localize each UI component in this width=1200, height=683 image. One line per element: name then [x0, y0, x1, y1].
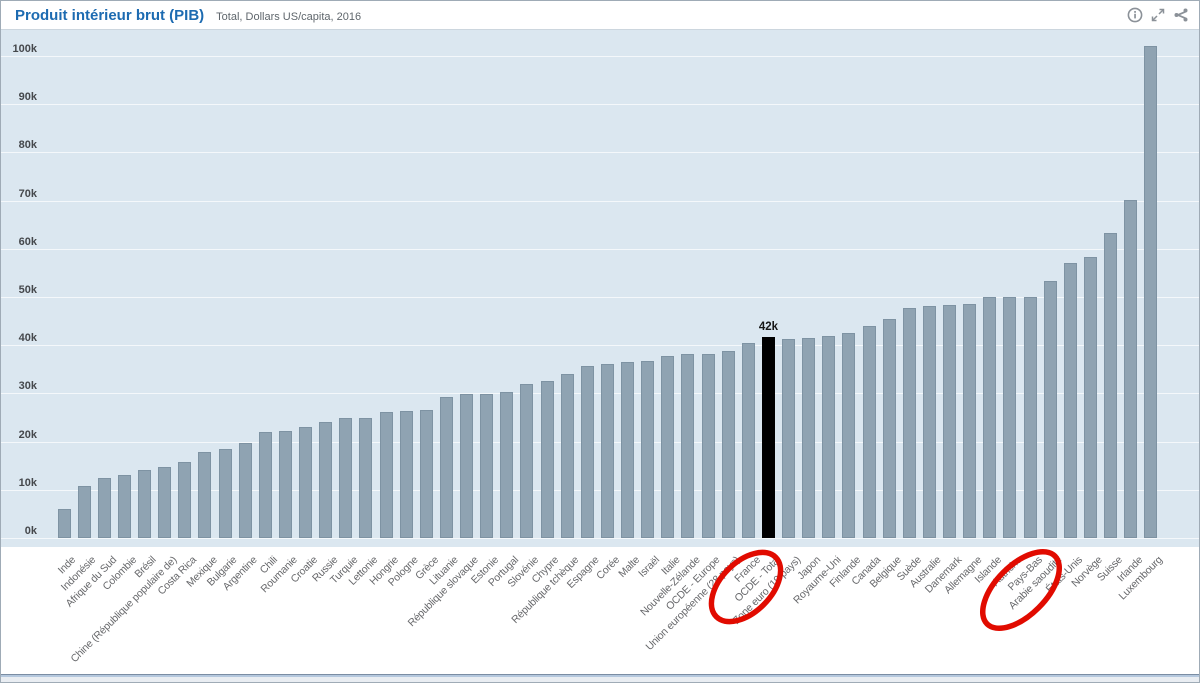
- bar[interactable]: [399, 410, 413, 538]
- y-axis-tick-label: 10k: [18, 476, 37, 489]
- bar[interactable]: [1104, 233, 1118, 538]
- bar[interactable]: [158, 467, 172, 538]
- bar[interactable]: [842, 332, 856, 538]
- bar[interactable]: [701, 353, 715, 538]
- bar[interactable]: [882, 319, 896, 538]
- bar[interactable]: [721, 350, 735, 538]
- info-icon[interactable]: [1127, 7, 1143, 23]
- bar[interactable]: [178, 461, 192, 538]
- bar[interactable]: [540, 380, 554, 538]
- y-axis-tick-label: 100k: [12, 43, 37, 55]
- gridline: [1, 56, 1199, 57]
- bar-highlighted[interactable]: [761, 337, 775, 538]
- x-axis-label: Israël: [636, 554, 663, 580]
- chart-subtitle: Total, Dollars US/capita, 2016: [216, 11, 362, 23]
- bar[interactable]: [802, 337, 816, 538]
- bar[interactable]: [580, 365, 594, 538]
- gridline: [1, 441, 1199, 443]
- y-axis-tick-label: 50k: [18, 284, 37, 296]
- bar[interactable]: [782, 338, 796, 538]
- bar[interactable]: [138, 469, 151, 538]
- bar[interactable]: [218, 449, 232, 538]
- x-axis-label: Malte: [616, 554, 643, 580]
- bar[interactable]: [922, 306, 936, 538]
- bar[interactable]: [1003, 297, 1017, 538]
- bar[interactable]: [862, 325, 876, 538]
- bar[interactable]: [278, 430, 292, 538]
- gridline: [1, 297, 1199, 298]
- bar[interactable]: [379, 412, 393, 538]
- y-axis-tick-label: 90k: [18, 91, 37, 104]
- bar[interactable]: [117, 474, 131, 538]
- window-bottom-border-light: [1, 675, 1199, 677]
- gridline: [1, 152, 1199, 154]
- y-axis-tick-label: 20k: [18, 428, 37, 441]
- value-label: 42k: [758, 321, 778, 334]
- bar[interactable]: [560, 374, 574, 538]
- bar[interactable]: [661, 355, 675, 538]
- window-bottom-strip: [1, 677, 1199, 682]
- gridline: [1, 489, 1199, 491]
- chart-title: Produit intérieur brut (PIB): [15, 7, 205, 24]
- bar[interactable]: [319, 422, 333, 538]
- bar[interactable]: [77, 485, 91, 538]
- bar[interactable]: [1023, 296, 1037, 538]
- y-axis-tick-label: 0k: [24, 525, 37, 537]
- bar[interactable]: [57, 508, 71, 538]
- gridline: [1, 345, 1199, 347]
- bar[interactable]: [520, 384, 534, 538]
- y-axis-tick-label: 70k: [18, 187, 37, 200]
- gridline: [1, 393, 1199, 395]
- bar[interactable]: [258, 431, 272, 538]
- bar[interactable]: [299, 427, 312, 538]
- bar[interactable]: [359, 417, 373, 538]
- bar[interactable]: [339, 418, 353, 538]
- bar[interactable]: [621, 362, 635, 538]
- y-axis-tick-label: 60k: [18, 235, 37, 248]
- bar[interactable]: [641, 360, 655, 538]
- fullscreen-icon[interactable]: [1150, 7, 1166, 23]
- bar[interactable]: [1144, 46, 1158, 538]
- bar[interactable]: [983, 297, 997, 538]
- y-axis-tick-label: 40k: [18, 332, 37, 345]
- bar[interactable]: [681, 353, 695, 538]
- gridline: [1, 538, 1199, 539]
- bar[interactable]: [741, 342, 755, 538]
- bar[interactable]: [500, 391, 514, 538]
- bar[interactable]: [439, 397, 453, 538]
- bar[interactable]: [238, 443, 252, 538]
- bar[interactable]: [480, 394, 494, 538]
- bar[interactable]: [419, 409, 433, 538]
- bar[interactable]: [600, 364, 614, 538]
- bar[interactable]: [97, 477, 111, 538]
- bar[interactable]: [198, 452, 212, 538]
- gridline: [1, 200, 1199, 202]
- bar[interactable]: [1063, 263, 1077, 538]
- gridline: [1, 248, 1199, 250]
- gridline: [1, 104, 1199, 106]
- share-icon[interactable]: [1173, 7, 1189, 23]
- y-axis-tick-label: 80k: [18, 139, 37, 152]
- bar[interactable]: [822, 336, 836, 538]
- bar[interactable]: [902, 307, 916, 538]
- bar[interactable]: [1043, 280, 1057, 538]
- bar[interactable]: [1083, 256, 1097, 538]
- bar[interactable]: [943, 305, 957, 538]
- window-bottom-border: [1, 674, 1199, 675]
- bar[interactable]: [460, 393, 474, 538]
- bar[interactable]: [963, 304, 977, 538]
- chart-header: Produit intérieur brut (PIB) Total, Doll…: [1, 1, 1199, 30]
- header-toolbar: [1127, 7, 1189, 23]
- y-axis-tick-label: 30k: [18, 380, 37, 393]
- bar[interactable]: [1124, 199, 1138, 538]
